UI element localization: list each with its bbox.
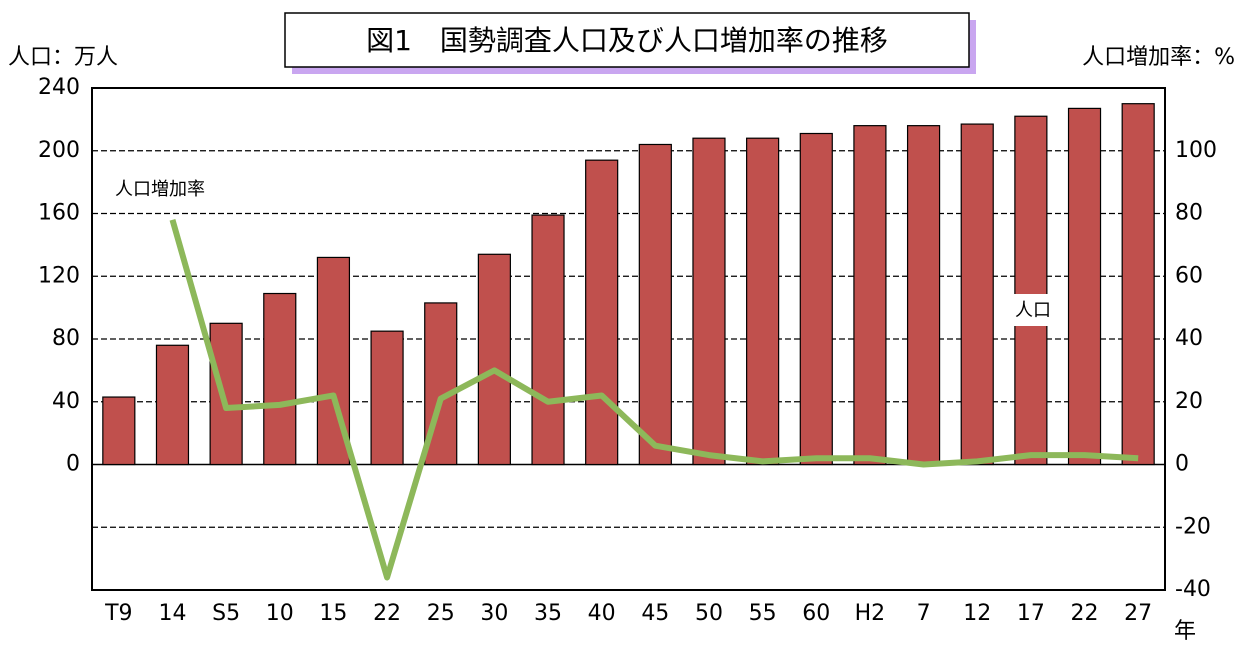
y-tick-label: 200	[38, 138, 80, 163]
y-tick-label: 40	[52, 389, 80, 414]
bar	[906, 125, 941, 466]
y2-tick-label: -20	[1175, 514, 1211, 539]
bar	[960, 123, 994, 466]
x-tick-label: 12	[963, 601, 991, 626]
bar	[209, 322, 243, 466]
x-tick-label: 15	[319, 601, 347, 626]
x-axis-label: 年	[1174, 619, 1196, 644]
y2-tick-label: 60	[1175, 263, 1203, 288]
x-tick-label: 27	[1124, 601, 1152, 626]
line	[169, 218, 1139, 581]
x-tick-label: 50	[695, 601, 723, 626]
y-axis-label: 人口：万人	[8, 45, 118, 70]
bar	[370, 330, 404, 466]
y2-tick-label: 40	[1175, 326, 1203, 351]
bar	[1067, 107, 1102, 466]
x-tick-label: T9	[104, 601, 132, 626]
bar	[1121, 103, 1155, 466]
bar	[263, 292, 297, 466]
x-tick-label: 22	[373, 601, 401, 626]
x-tick-label: 35	[534, 601, 562, 626]
bar-annotation-bg	[1008, 294, 1060, 326]
bar	[638, 143, 672, 466]
x-tick-label: 40	[588, 601, 616, 626]
bar	[799, 132, 833, 466]
y2-tick-label: 100	[1175, 138, 1217, 163]
bar	[102, 396, 136, 466]
y-tick-label: 120	[38, 263, 80, 288]
y2-axis-label: 人口増加率：%	[1082, 45, 1235, 70]
bar-annotation: 人口	[1015, 300, 1051, 321]
bar	[531, 214, 565, 466]
y2-tick-label: 80	[1175, 201, 1203, 226]
y2-tick-label: 0	[1175, 452, 1189, 477]
bar	[853, 125, 887, 466]
bar	[1014, 115, 1048, 466]
plot-border	[91, 87, 1166, 591]
x-tick-label: 60	[802, 601, 830, 626]
bar	[746, 137, 780, 466]
y-tick-label: 240	[38, 75, 80, 100]
bar	[155, 344, 190, 466]
y-tick-label: 160	[38, 201, 80, 226]
x-tick-label: 17	[1017, 601, 1045, 626]
bar	[585, 159, 619, 466]
y2-tick-label: -40	[1175, 577, 1211, 602]
y-tick-label: 80	[52, 326, 80, 351]
x-tick-label: 25	[427, 601, 455, 626]
y2-tick-label: 20	[1175, 389, 1203, 414]
x-tick-label: S5	[212, 601, 240, 626]
x-tick-label: H2	[855, 601, 886, 626]
x-tick-label: 7	[917, 601, 931, 626]
bar	[692, 137, 726, 466]
x-tick-label: 22	[1071, 601, 1099, 626]
x-tick-label: 30	[480, 601, 508, 626]
x-tick-label: 10	[266, 601, 294, 626]
chart-title: 図1 国勢調査人口及び人口増加率の推移	[366, 24, 888, 57]
x-tick-label: 55	[749, 601, 777, 626]
line-annotation: 人口増加率	[115, 179, 205, 200]
x-tick-label: 45	[641, 601, 669, 626]
bar	[477, 253, 511, 466]
x-tick-label: 14	[158, 601, 186, 626]
y-tick-label: 0	[66, 452, 80, 477]
title-box	[284, 12, 970, 68]
